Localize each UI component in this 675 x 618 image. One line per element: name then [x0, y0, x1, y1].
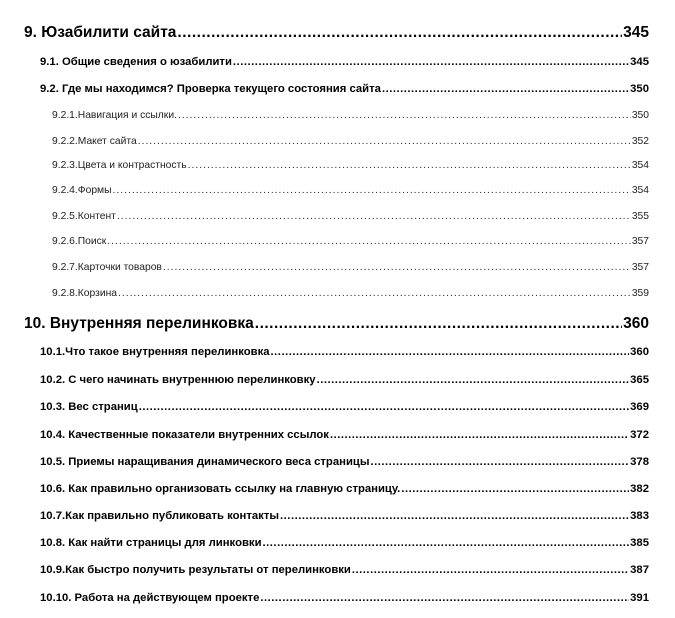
dot-leader [317, 374, 630, 386]
dot-leader [117, 211, 631, 222]
toc-entry-page: 350 [630, 83, 649, 95]
toc-entry-page: 357 [631, 236, 649, 247]
toc-entry-title: 9.2.6.Поиск [52, 236, 107, 247]
toc-entry-page: 345 [623, 24, 649, 41]
toc-entry-title: 10.5. Приемы наращивания динамического в… [40, 456, 370, 468]
toc-entry[interactable]: 9.2.4.Формы 354 [52, 185, 649, 196]
dot-leader [107, 236, 631, 247]
toc-entry[interactable]: 10.6. Как правильно организовать ссылку … [40, 483, 649, 495]
toc-entry-title: 9.2.1.Навигация и ссылки. [52, 110, 177, 121]
toc-entry-page: 372 [630, 429, 649, 441]
toc-entry-page: 360 [623, 315, 649, 332]
toc-entry-title: 10.9.Как быстро получить результаты от п… [40, 564, 351, 576]
dot-leader [271, 346, 630, 358]
toc-entry-title: 10.2. С чего начинать внутреннюю перелин… [40, 374, 316, 386]
toc-entry-title: 10.10. Работа на действующем проекте [40, 592, 260, 604]
dot-leader [352, 564, 629, 576]
toc-entry[interactable]: 9.2.3.Цвета и контрастность 354 [52, 160, 649, 171]
toc-entry-page: 369 [630, 401, 649, 413]
toc-entry[interactable]: 9.2.8.Корзина 359 [52, 288, 649, 299]
toc-entry-title: 10.8. Как найти страницы для линковки [40, 537, 262, 549]
dot-leader [118, 288, 631, 299]
toc-entry-title: 9.1. Общие сведения о юзабилити [40, 56, 232, 68]
toc-entry[interactable]: 9.1. Общие сведения о юзабилити 345 [40, 56, 649, 68]
toc-entry-title: 10.3. Вес страниц [40, 401, 138, 413]
toc-entry[interactable]: 9.2.5.Контент 355 [52, 211, 649, 222]
dot-leader [177, 24, 622, 42]
toc-entry-title: 10.6. Как правильно организовать ссылку … [40, 483, 401, 495]
toc-entry-title: 9.2.3.Цвета и контрастность [52, 160, 187, 171]
toc-entry[interactable]: 9.2.6.Поиск 357 [52, 236, 649, 247]
dot-leader [255, 315, 622, 333]
toc-entry[interactable]: 9.2.2.Макет сайта 352 [52, 136, 649, 147]
toc-entry-title: 10. Внутренняя перелинковка [24, 315, 254, 332]
toc-entry-page: 352 [631, 136, 649, 147]
toc-entry-page: 357 [631, 262, 649, 273]
toc-entry-title: 9.2.5.Контент [52, 211, 116, 222]
toc-entry-title: 10.1.Что такое внутренняя перелинковка [40, 346, 270, 358]
toc-entry-title: 10.4. Качественные показатели внутренних… [40, 429, 329, 441]
toc-entry-title: 10.7.Как правильно публиковать контакты [40, 510, 280, 522]
toc-entry[interactable]: 9.2. Где мы находимся? Проверка текущего… [40, 83, 649, 95]
toc-entry-page: 359 [631, 288, 649, 299]
toc-entry-page: 354 [631, 185, 649, 196]
toc-entry[interactable]: 10. Внутренняя перелинковка 360 [24, 315, 649, 333]
toc-entry[interactable]: 10.10. Работа на действующем проекте 391 [40, 592, 649, 604]
toc-entry[interactable]: 10.8. Как найти страницы для линковки 385 [40, 537, 649, 549]
toc-entry-page: 385 [630, 537, 649, 549]
dot-leader [139, 401, 629, 413]
toc-entry[interactable]: 10.5. Приемы наращивания динамического в… [40, 456, 649, 468]
toc-entry-page: 365 [630, 374, 649, 386]
dot-leader [401, 483, 629, 495]
toc-entry[interactable]: 9. Юзабилити сайта 345 [24, 24, 649, 42]
toc-entry-page: 345 [630, 56, 649, 68]
toc-entry-page: 360 [630, 346, 649, 358]
dot-leader [263, 537, 630, 549]
dot-leader [113, 185, 631, 196]
toc-entry-page: 387 [630, 564, 649, 576]
toc-entry-page: 354 [631, 160, 649, 171]
dot-leader [330, 429, 629, 441]
dot-leader [260, 592, 629, 604]
toc-entry-title: 9.2.8.Корзина [52, 288, 117, 299]
toc-entry-title: 9.2. Где мы находимся? Проверка текущего… [40, 83, 381, 95]
dot-leader [178, 110, 631, 121]
toc-entry-page: 383 [630, 510, 649, 522]
dot-leader [233, 56, 629, 68]
toc-entry[interactable]: 10.1.Что такое внутренняя перелинковка 36… [40, 346, 649, 358]
toc-entry-title: 9.2.4.Формы [52, 185, 112, 196]
dot-leader [280, 510, 629, 522]
toc-entry-page: 350 [631, 110, 649, 121]
toc-entry[interactable]: 9.2.7.Карточки товаров 357 [52, 262, 649, 273]
dot-leader [382, 83, 629, 95]
dot-leader [163, 262, 631, 273]
toc-entry[interactable]: 9.2.1.Навигация и ссылки. 350 [52, 110, 649, 121]
toc-entry[interactable]: 10.7.Как правильно публиковать контакты 3… [40, 510, 649, 522]
toc-entry-title: 9.2.2.Макет сайта [52, 136, 137, 147]
toc-entry[interactable]: 10.3. Вес страниц 369 [40, 401, 649, 413]
toc-entry-page: 355 [631, 211, 649, 222]
toc-entry[interactable]: 10.2. С чего начинать внутреннюю перелин… [40, 374, 649, 386]
toc-entry[interactable]: 10.9.Как быстро получить результаты от п… [40, 564, 649, 576]
toc-entry-title: 9. Юзабилити сайта [24, 24, 177, 41]
toc-entry-page: 391 [630, 592, 649, 604]
dot-leader [138, 136, 631, 147]
toc-entry-title: 9.2.7.Карточки товаров [52, 262, 162, 273]
toc-entry-page: 382 [630, 483, 649, 495]
dot-leader [188, 160, 631, 171]
dot-leader [370, 456, 629, 468]
toc-entry[interactable]: 10.4. Качественные показатели внутренних… [40, 429, 649, 441]
toc-entry-page: 378 [630, 456, 649, 468]
